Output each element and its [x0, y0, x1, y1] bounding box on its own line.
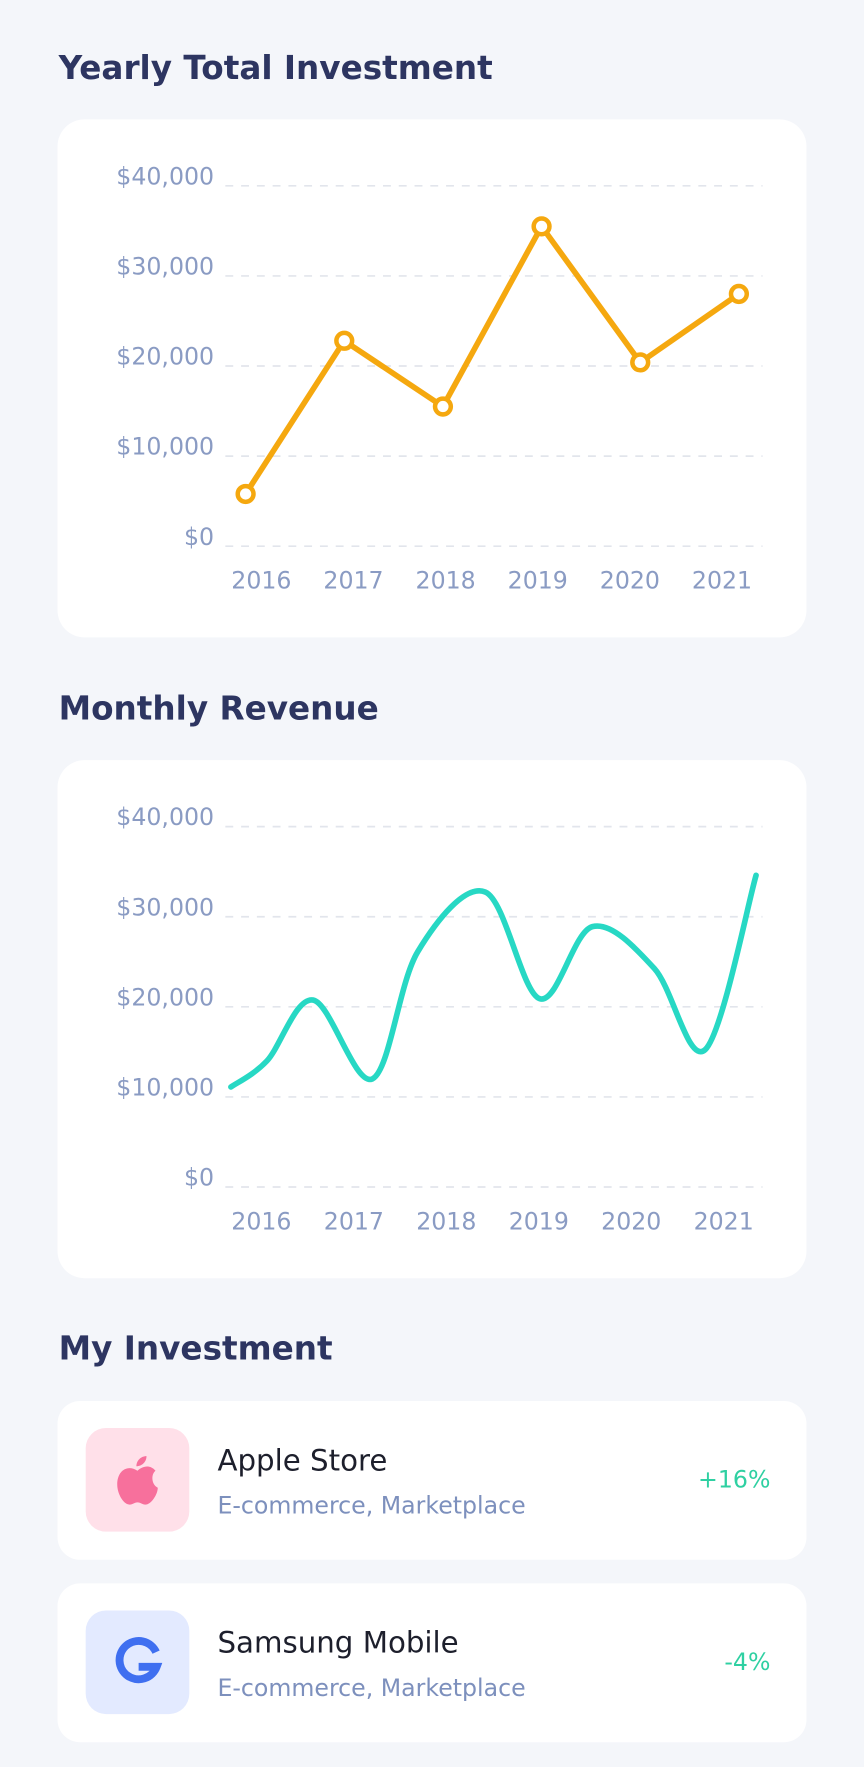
point	[531, 216, 552, 237]
investment-card[interactable]	[57, 1400, 807, 1560]
line	[243, 223, 741, 496]
section-title: Yearly Total Investment	[58, 49, 493, 87]
y-tick-label: $20,000	[116, 983, 214, 1011]
y-tick-label: $10,000	[116, 433, 214, 461]
apple-logo	[117, 1456, 158, 1505]
y-tick-label: $0	[184, 523, 214, 551]
x-tick-label: 2020	[600, 567, 660, 595]
x-tick-label: 2017	[323, 567, 383, 595]
app-icon	[85, 1610, 190, 1715]
section-title: Monthly Revenue	[59, 690, 379, 728]
point	[630, 352, 651, 373]
x-tick-label: 2021	[694, 1208, 754, 1236]
x-tick-label: 2018	[416, 567, 476, 595]
y-tick-label: $10,000	[116, 1074, 214, 1102]
item-category: E-commerce, Marketplace	[217, 1491, 525, 1519]
g-logo	[115, 1637, 163, 1684]
item-name: Apple Store	[217, 1443, 387, 1477]
y-tick-label: $30,000	[116, 253, 214, 281]
y-tick-label: $40,000	[116, 803, 214, 831]
point	[235, 483, 256, 505]
chart-card	[57, 760, 807, 1279]
line	[228, 872, 759, 1090]
investment-card[interactable]	[57, 1583, 807, 1743]
item-category: E-commerce, Marketplace	[217, 1674, 525, 1702]
x-tick-label: 2021	[692, 567, 752, 595]
section-title: My Investment	[59, 1329, 333, 1367]
x-tick-label: 2018	[416, 1208, 476, 1236]
point	[432, 396, 454, 417]
item-name: Samsung Mobile	[217, 1626, 458, 1660]
x-tick-label: 2016	[231, 1208, 291, 1236]
x-tick-label: 2019	[509, 1208, 569, 1236]
x-tick-label: 2020	[601, 1208, 661, 1236]
y-tick-label: $20,000	[116, 343, 214, 371]
x-tick-label: 2017	[324, 1208, 384, 1236]
y-tick-label: $30,000	[116, 893, 214, 921]
x-tick-label: 2019	[508, 567, 568, 595]
item-change: -4%	[724, 1648, 770, 1676]
x-tick-label: 2016	[231, 567, 291, 595]
point	[728, 283, 750, 305]
point	[334, 330, 355, 351]
item-change: +16%	[698, 1465, 770, 1493]
chart-card	[57, 119, 807, 638]
y-tick-label: $40,000	[116, 162, 214, 190]
y-tick-label: $0	[184, 1164, 214, 1192]
